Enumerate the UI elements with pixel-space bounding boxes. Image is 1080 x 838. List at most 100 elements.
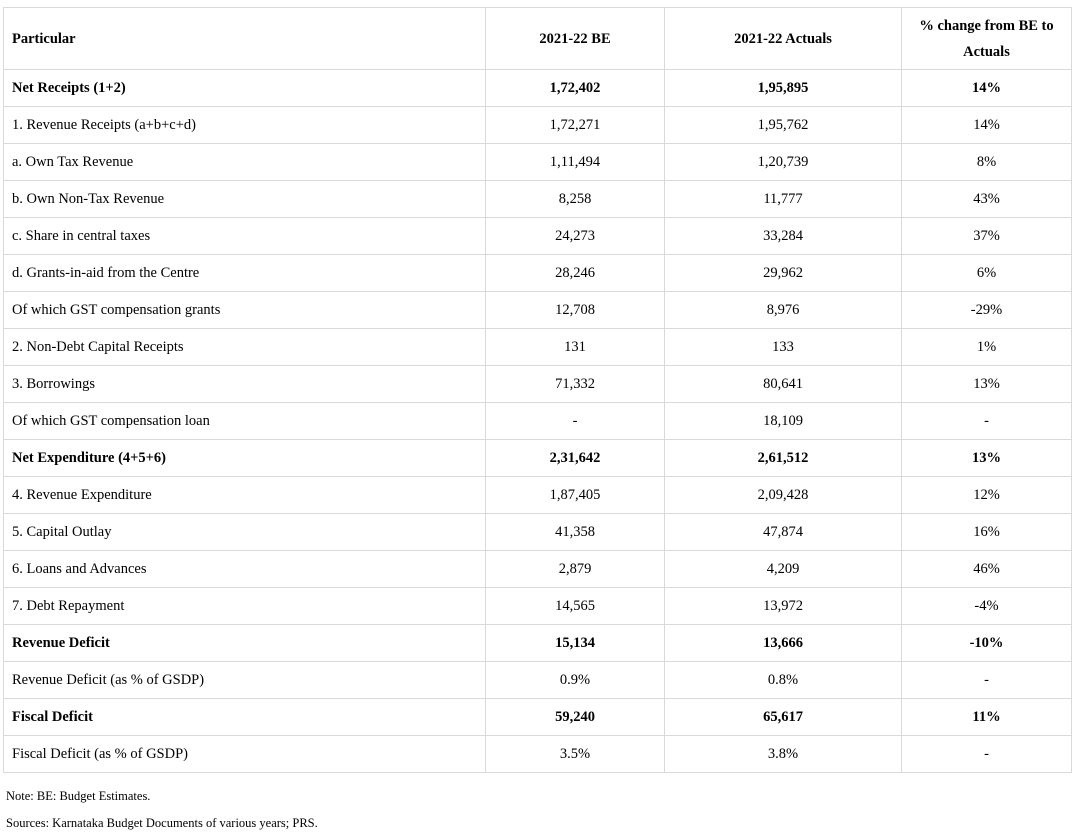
cell-change: - bbox=[901, 661, 1072, 699]
cell-actuals: 65,617 bbox=[664, 698, 902, 736]
cell-change: 43% bbox=[901, 180, 1072, 218]
header-particular: Particular bbox=[3, 7, 486, 70]
cell-be: 1,72,402 bbox=[485, 69, 665, 107]
cell-particular: Revenue Deficit bbox=[3, 624, 486, 662]
header-be: 2021-22 BE bbox=[485, 7, 665, 70]
cell-change: 16% bbox=[901, 513, 1072, 551]
cell-be: 3.5% bbox=[485, 735, 665, 773]
cell-actuals: 11,777 bbox=[664, 180, 902, 218]
cell-actuals: 2,61,512 bbox=[664, 439, 902, 477]
cell-be: 41,358 bbox=[485, 513, 665, 551]
cell-be: 71,332 bbox=[485, 365, 665, 403]
cell-particular: Net Receipts (1+2) bbox=[3, 69, 486, 107]
cell-change: 13% bbox=[901, 365, 1072, 403]
table-row: 4. Revenue Expenditure 1,87,405 2,09,428 12… bbox=[3, 476, 1072, 514]
cell-particular: d. Grants-in-aid from the Centre bbox=[3, 254, 486, 292]
cell-particular: 5. Capital Outlay bbox=[3, 513, 486, 551]
cell-particular: b. Own Non-Tax Revenue bbox=[3, 180, 486, 218]
sources-text: Sources: Karnataka Budget Documents of v… bbox=[6, 816, 318, 830]
cell-particular: Fiscal Deficit bbox=[3, 698, 486, 736]
table-row: Fiscal Deficit 59,240 65,617 11% bbox=[3, 698, 1072, 736]
table-row: Net Expenditure (4+5+6) 2,31,642 2,61,512 1… bbox=[3, 439, 1072, 477]
table-row: b. Own Non-Tax Revenue 8,258 11,777 43% bbox=[3, 180, 1072, 218]
cell-change: 37% bbox=[901, 217, 1072, 255]
cell-be: 1,72,271 bbox=[485, 106, 665, 144]
cell-be: 59,240 bbox=[485, 698, 665, 736]
cell-actuals: 0.8% bbox=[664, 661, 902, 699]
cell-be: 1,11,494 bbox=[485, 143, 665, 181]
table-row: 6. Loans and Advances 2,879 4,209 46% bbox=[3, 550, 1072, 588]
cell-be: 0.9% bbox=[485, 661, 665, 699]
table-body: Net Receipts (1+2) 1,72,402 1,95,895 14% 1. … bbox=[3, 69, 1072, 773]
note-text: Note: BE: Budget Estimates. bbox=[6, 789, 151, 803]
table-row: 1. Revenue Receipts (a+b+c+d) 1,72,271 1,9… bbox=[3, 106, 1072, 144]
table-row: Revenue Deficit (as % of GSDP) 0.9% 0.8% - bbox=[3, 661, 1072, 699]
table-header-row: Particular 2021-22 BE 2021-22 Actuals % … bbox=[3, 7, 1072, 70]
cell-be: 28,246 bbox=[485, 254, 665, 292]
cell-be: 2,31,642 bbox=[485, 439, 665, 477]
cell-particular: 2. Non-Debt Capital Receipts bbox=[3, 328, 486, 366]
cell-actuals: 133 bbox=[664, 328, 902, 366]
cell-actuals: 2,09,428 bbox=[664, 476, 902, 514]
budget-table: Particular 2021-22 BE 2021-22 Actuals % … bbox=[3, 7, 1072, 773]
table-row: 7. Debt Repayment 14,565 13,972 -4% bbox=[3, 587, 1072, 625]
cell-actuals: 8,976 bbox=[664, 291, 902, 329]
table-row: Of which GST compensation loan -18,109- bbox=[3, 402, 1072, 440]
cell-change: -29% bbox=[901, 291, 1072, 329]
cell-particular: 1. Revenue Receipts (a+b+c+d) bbox=[3, 106, 486, 144]
cell-be: 131 bbox=[485, 328, 665, 366]
cell-change: 1% bbox=[901, 328, 1072, 366]
cell-actuals: 18,109 bbox=[664, 402, 902, 440]
cell-actuals: 1,20,739 bbox=[664, 143, 902, 181]
cell-change: 14% bbox=[901, 106, 1072, 144]
table-row: Fiscal Deficit (as % of GSDP) 3.5% 3.8% - bbox=[3, 735, 1072, 773]
table-row: 5. Capital Outlay 41,358 47,874 16% bbox=[3, 513, 1072, 551]
budget-table-container: Particular 2021-22 BE 2021-22 Actuals % … bbox=[3, 7, 1072, 773]
cell-be: 12,708 bbox=[485, 291, 665, 329]
table-row: a. Own Tax Revenue 1,11,494 1,20,739 8% bbox=[3, 143, 1072, 181]
cell-particular: Of which GST compensation loan bbox=[3, 402, 486, 440]
cell-particular: 4. Revenue Expenditure bbox=[3, 476, 486, 514]
table-row: Net Receipts (1+2) 1,72,402 1,95,895 14% bbox=[3, 69, 1072, 107]
cell-particular: 7. Debt Repayment bbox=[3, 587, 486, 625]
cell-change: - bbox=[901, 402, 1072, 440]
cell-actuals: 4,209 bbox=[664, 550, 902, 588]
cell-actuals: 13,972 bbox=[664, 587, 902, 625]
header-actuals: 2021-22 Actuals bbox=[664, 7, 902, 70]
cell-be: 14,565 bbox=[485, 587, 665, 625]
cell-particular: 3. Borrowings bbox=[3, 365, 486, 403]
cell-change: 46% bbox=[901, 550, 1072, 588]
cell-change: - bbox=[901, 735, 1072, 773]
table-row: 3. Borrowings 71,332 80,641 13% bbox=[3, 365, 1072, 403]
cell-actuals: 13,666 bbox=[664, 624, 902, 662]
table-row: Of which GST compensation grants 12,708 8,… bbox=[3, 291, 1072, 329]
table-row: 2. Non-Debt Capital Receipts 131 133 1% bbox=[3, 328, 1072, 366]
cell-actuals: 33,284 bbox=[664, 217, 902, 255]
cell-particular: Revenue Deficit (as % of GSDP) bbox=[3, 661, 486, 699]
cell-actuals: 47,874 bbox=[664, 513, 902, 551]
cell-particular: Of which GST compensation grants bbox=[3, 291, 486, 329]
cell-change: -4% bbox=[901, 587, 1072, 625]
cell-be: 24,273 bbox=[485, 217, 665, 255]
cell-particular: Fiscal Deficit (as % of GSDP) bbox=[3, 735, 486, 773]
cell-change: 12% bbox=[901, 476, 1072, 514]
table-row: c. Share in central taxes 24,273 33,284 37% bbox=[3, 217, 1072, 255]
cell-change: 11% bbox=[901, 698, 1072, 736]
cell-actuals: 29,962 bbox=[664, 254, 902, 292]
cell-change: 8% bbox=[901, 143, 1072, 181]
cell-actuals: 80,641 bbox=[664, 365, 902, 403]
cell-actuals: 1,95,762 bbox=[664, 106, 902, 144]
cell-change: 14% bbox=[901, 69, 1072, 107]
cell-particular: c. Share in central taxes bbox=[3, 217, 486, 255]
cell-particular: 6. Loans and Advances bbox=[3, 550, 486, 588]
cell-be: 8,258 bbox=[485, 180, 665, 218]
cell-change: 6% bbox=[901, 254, 1072, 292]
cell-particular: a. Own Tax Revenue bbox=[3, 143, 486, 181]
cell-particular: Net Expenditure (4+5+6) bbox=[3, 439, 486, 477]
cell-be: 1,87,405 bbox=[485, 476, 665, 514]
cell-change: 13% bbox=[901, 439, 1072, 477]
cell-change: -10% bbox=[901, 624, 1072, 662]
cell-be: 2,879 bbox=[485, 550, 665, 588]
table-row: Revenue Deficit 15,134 13,666 -10% bbox=[3, 624, 1072, 662]
table-row: d. Grants-in-aid from the Centre 28,246 29… bbox=[3, 254, 1072, 292]
